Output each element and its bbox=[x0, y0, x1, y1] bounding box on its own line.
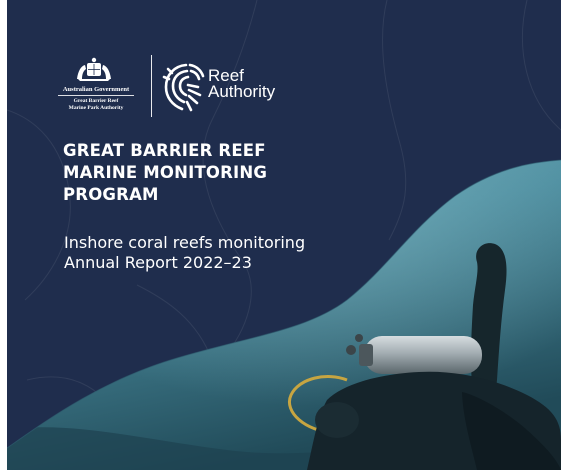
title-line-3: PROGRAM bbox=[63, 185, 159, 204]
diver bbox=[287, 243, 561, 470]
reef-authority-wordmark: Reef Authority bbox=[208, 66, 276, 101]
title-line-2: MARINE MONITORING bbox=[63, 163, 268, 182]
logo-divider bbox=[151, 55, 152, 117]
agency-line-1: Great Barrier Reef bbox=[73, 98, 119, 104]
agency-name: Great Barrier Reef Marine Park Authority bbox=[54, 98, 138, 112]
reef-authority-icon bbox=[162, 63, 205, 112]
report-subtitle: Inshore coral reefs monitoring Annual Re… bbox=[64, 233, 305, 273]
subtitle-line-2: Annual Report 2022–23 bbox=[64, 253, 252, 272]
wordmark-line-2: Authority bbox=[208, 82, 276, 101]
government-rule bbox=[58, 95, 134, 96]
wave-edge bbox=[7, 159, 561, 449]
cover-background bbox=[7, 0, 561, 470]
coat-of-arms-icon bbox=[77, 57, 111, 81]
title-line-1: GREAT BARRIER REEF bbox=[63, 141, 266, 160]
logo-lockup: Australian Government Great Barrier Reef… bbox=[54, 55, 294, 119]
report-cover: Australian Government Great Barrier Reef… bbox=[7, 0, 561, 470]
program-title: GREAT BARRIER REEF MARINE MONITORING PRO… bbox=[63, 140, 267, 206]
subtitle-line-1: Inshore coral reefs monitoring bbox=[64, 233, 306, 252]
government-name: Australian Government bbox=[62, 86, 130, 93]
wordmark-line-1: Reef bbox=[208, 66, 244, 85]
agency-line-2: Marine Park Authority bbox=[68, 105, 124, 111]
